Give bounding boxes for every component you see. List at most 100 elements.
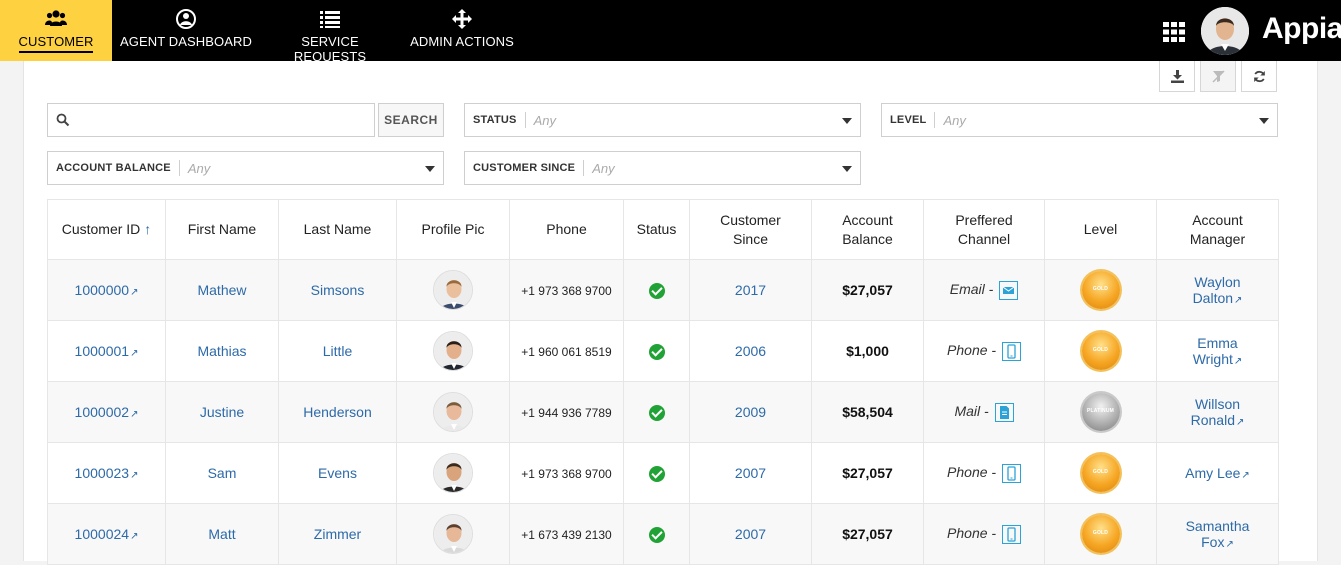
account-manager-link[interactable]: Waylon Dalton↗ xyxy=(1192,274,1243,306)
customer-since-link[interactable]: 2017 xyxy=(734,282,767,298)
header-label: Status xyxy=(636,221,677,237)
account-manager-link[interactable]: Amy Lee↗ xyxy=(1185,465,1250,481)
channel-label: Mail - xyxy=(954,402,993,419)
gold-badge-icon: GOLD xyxy=(1081,454,1120,492)
status-check-icon xyxy=(648,404,665,421)
refresh-button[interactable] xyxy=(1241,61,1277,92)
header-label: Channel xyxy=(957,230,1011,247)
customer-id-link[interactable]: 1000024↗ xyxy=(74,526,139,542)
first-name-link[interactable]: Mathew xyxy=(197,282,247,298)
cell-profile-pic xyxy=(396,442,510,504)
nav-tab-customer[interactable]: CUSTOMER xyxy=(0,0,112,61)
account-balance: $27,057 xyxy=(842,526,893,542)
header-last-name[interactable]: Last Name xyxy=(278,199,397,260)
account-manager-link[interactable]: Samantha Fox↗ xyxy=(1185,518,1250,550)
last-name-link[interactable]: Henderson xyxy=(303,404,372,420)
header-profile-pic: Profile Pic xyxy=(396,199,510,260)
header-first-name[interactable]: First Name xyxy=(165,199,279,260)
header-status[interactable]: Status xyxy=(623,199,690,260)
first-name-link[interactable]: Sam xyxy=(207,465,237,481)
level-badge-text: PLATINUM xyxy=(1086,408,1115,414)
search-input[interactable] xyxy=(78,104,368,136)
caret-down-icon xyxy=(425,166,435,172)
account-manager-link[interactable]: Willson Ronald↗ xyxy=(1190,396,1245,428)
customer-since-link[interactable]: 2007 xyxy=(734,465,767,481)
phone-icon[interactable] xyxy=(1001,341,1021,361)
customer-since-filter-dropdown[interactable]: CUSTOMER SINCE Any xyxy=(464,151,861,185)
cell-phone: +1 673 439 2130 xyxy=(509,503,624,565)
cell-last-name: Simsons xyxy=(278,259,397,321)
caret-down-icon xyxy=(842,166,852,172)
cell-account-balance: $1,000 xyxy=(811,320,924,382)
level-filter-dropdown[interactable]: LEVEL Any xyxy=(881,103,1278,137)
header-preferred-channel[interactable]: Preffered Channel xyxy=(923,199,1045,260)
first-name-link[interactable]: Mathias xyxy=(197,343,247,359)
channel-label: Phone - xyxy=(947,341,1000,358)
app-grid-icon[interactable] xyxy=(1163,22,1185,42)
last-name-link[interactable]: Zimmer xyxy=(313,526,362,542)
cell-phone: +1 960 061 8519 xyxy=(509,320,624,382)
cell-customer-since: 2007 xyxy=(689,503,812,565)
customer-id-link[interactable]: 1000002↗ xyxy=(74,404,139,420)
cell-status xyxy=(623,381,690,443)
cell-level: GOLD xyxy=(1044,503,1157,565)
refresh-icon xyxy=(1253,70,1265,82)
cell-first-name: Justine xyxy=(165,381,279,443)
customer-id-link[interactable]: 1000023↗ xyxy=(74,465,139,481)
cell-customer-id: 1000023↗ xyxy=(47,442,166,504)
cell-first-name: Mathias xyxy=(165,320,279,382)
user-avatar[interactable] xyxy=(1201,7,1249,55)
top-navigation-bar: CUSTOMER AGENT DASHBOARD SERVICE REQUEST… xyxy=(0,0,1341,64)
nav-tab-agent-dashboard[interactable]: AGENT DASHBOARD xyxy=(118,0,254,61)
header-customer-since[interactable]: Customer Since xyxy=(689,199,812,260)
header-phone[interactable]: Phone xyxy=(509,199,624,260)
customer-since-link[interactable]: 2007 xyxy=(734,526,767,542)
nav-label: CUSTOMER xyxy=(18,34,94,53)
account-manager-link[interactable]: Emma Wright↗ xyxy=(1192,335,1243,367)
header-label: Customer xyxy=(720,211,781,228)
level-badge-text: GOLD xyxy=(1092,347,1109,353)
header-customer-id[interactable]: Customer ID ↑ xyxy=(47,199,166,260)
clear-filters-button[interactable] xyxy=(1200,61,1236,92)
last-name-link[interactable]: Simsons xyxy=(310,282,365,298)
channel-label: Email - xyxy=(949,280,998,297)
account-balance-filter-dropdown[interactable]: ACCOUNT BALANCE Any xyxy=(47,151,444,185)
users-icon xyxy=(45,10,67,26)
header-label: Preffered xyxy=(955,211,1013,228)
search-button[interactable]: SEARCH xyxy=(378,103,444,137)
header-label: Account xyxy=(842,211,893,228)
external-link-icon: ↗ xyxy=(1225,539,1234,550)
customer-since-link[interactable]: 2006 xyxy=(734,343,767,359)
nav-tab-service-requests[interactable]: SERVICE REQUESTS xyxy=(266,0,394,64)
first-name-link[interactable]: Justine xyxy=(199,404,245,420)
divider xyxy=(524,112,526,128)
header-account-balance[interactable]: Account Balance xyxy=(811,199,924,260)
divider xyxy=(178,160,180,176)
level-badge-text: GOLD xyxy=(1092,469,1109,475)
divider xyxy=(934,112,936,128)
phone-icon[interactable] xyxy=(1001,524,1021,544)
header-label: Phone xyxy=(546,221,587,237)
cell-first-name: Mathew xyxy=(165,259,279,321)
header-label: Level xyxy=(1083,221,1118,237)
email-icon[interactable] xyxy=(999,280,1019,300)
first-name-link[interactable]: Matt xyxy=(208,526,236,542)
mail-document-icon[interactable] xyxy=(994,402,1014,422)
download-button[interactable] xyxy=(1159,61,1195,92)
header-account-manager[interactable]: Account Manager xyxy=(1156,199,1279,260)
last-name-link[interactable]: Evens xyxy=(318,465,357,481)
customer-id-link[interactable]: 1000000↗ xyxy=(74,282,139,298)
external-link-icon: ↗ xyxy=(130,531,139,542)
phone-icon[interactable] xyxy=(1001,463,1021,483)
status-filter-dropdown[interactable]: STATUS Any xyxy=(464,103,861,137)
cell-preferred-channel: Mail - xyxy=(923,381,1045,443)
header-label: Customer ID xyxy=(61,221,141,237)
nav-tab-admin-actions[interactable]: ADMIN ACTIONS xyxy=(406,0,518,61)
external-link-icon: ↗ xyxy=(130,409,139,420)
last-name-link[interactable]: Little xyxy=(322,343,353,359)
header-level[interactable]: Level xyxy=(1044,199,1157,260)
cell-profile-pic xyxy=(396,259,510,321)
cell-account-balance: $27,057 xyxy=(811,442,924,504)
customer-since-link[interactable]: 2009 xyxy=(734,404,767,420)
customer-id-link[interactable]: 1000001↗ xyxy=(74,343,139,359)
